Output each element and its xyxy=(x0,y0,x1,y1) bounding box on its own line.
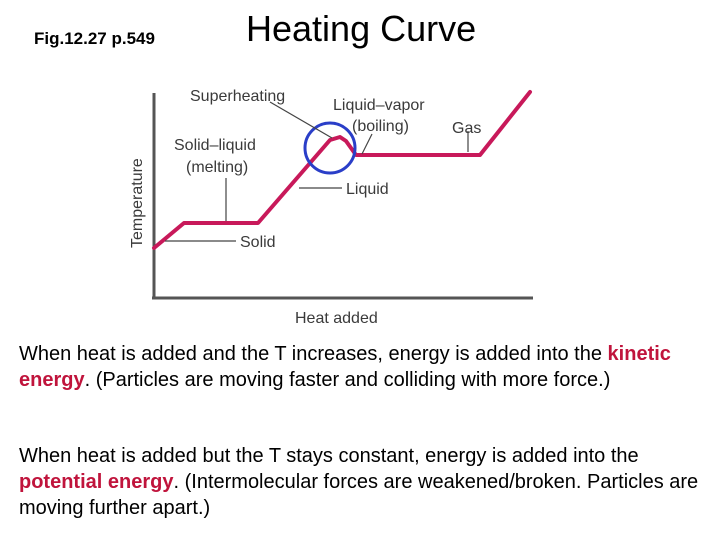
superheating-highlight-circle xyxy=(303,121,357,175)
label-melting: (melting) xyxy=(186,159,248,176)
potential-energy-highlight: potential energy xyxy=(19,471,174,493)
label-liquid-vapor: Liquid–vapor xyxy=(333,97,425,114)
paragraph-potential-before: When heat is added but the T stays const… xyxy=(19,445,639,467)
leader-boiling xyxy=(361,133,373,155)
label-liquid: Liquid xyxy=(346,181,389,198)
paragraph-potential: When heat is added but the T stays const… xyxy=(19,443,709,521)
figure-reference: Fig.12.27 p.549 xyxy=(34,29,155,48)
label-gas: Gas xyxy=(452,120,481,137)
paragraph-kinetic-after: . (Particles are moving faster and colli… xyxy=(84,369,611,391)
x-axis-label: Heat added xyxy=(295,310,378,327)
heating-curve xyxy=(152,90,532,250)
y-axis-label: Temperature xyxy=(129,158,146,248)
label-solid: Solid xyxy=(240,234,276,251)
leader-superheating xyxy=(269,101,333,139)
paragraph-potential-after: . (Intermolecular forces are weakened/br… xyxy=(19,471,699,519)
kinetic-energy-highlight: kinetic energy xyxy=(19,343,671,391)
label-superheating: Superheating xyxy=(190,88,285,105)
label-boiling: (boiling) xyxy=(352,118,409,135)
paragraph-kinetic: When heat is added and the T increases, … xyxy=(19,341,709,393)
slide-title: Heating Curve xyxy=(246,8,477,49)
heating-curve-diagram: Superheating Liquid–vapor (boiling) Gas … xyxy=(129,88,533,327)
paragraph-kinetic-before: When heat is added and the T increases, … xyxy=(19,343,608,365)
label-solid-liquid: Solid–liquid xyxy=(174,137,256,154)
